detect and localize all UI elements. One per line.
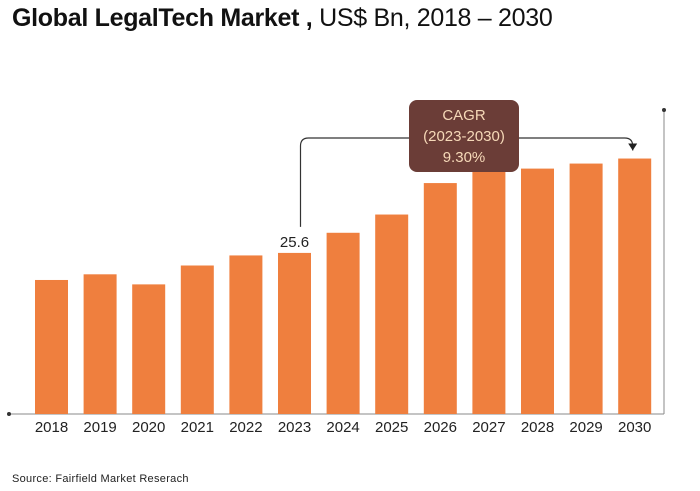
x-tick-label-2029: 2029 xyxy=(569,419,602,436)
data-label-2023: 25.6 xyxy=(280,234,309,251)
x-tick-label-2025: 2025 xyxy=(375,419,408,436)
cagr-box xyxy=(409,100,519,172)
x-tick-label-2030: 2030 xyxy=(618,419,651,436)
bar-2026 xyxy=(423,183,457,414)
axis-end-dot xyxy=(662,108,666,112)
x-tick-label-2018: 2018 xyxy=(35,419,68,436)
cagr-text-line-2: (2023-2030) xyxy=(423,128,505,145)
bar-2030 xyxy=(618,158,652,414)
x-tick-label-2021: 2021 xyxy=(181,419,214,436)
x-tick-label-2028: 2028 xyxy=(521,419,554,436)
x-tick-label-2027: 2027 xyxy=(472,419,505,436)
x-tick-label-2023: 2023 xyxy=(278,419,311,436)
x-tick-label-2019: 2019 xyxy=(83,419,116,436)
x-tick-label-2024: 2024 xyxy=(326,419,359,436)
bar-2018 xyxy=(35,279,68,414)
x-tick-label-2026: 2026 xyxy=(424,419,457,436)
x-tick-label-2020: 2020 xyxy=(132,419,165,436)
x-tick-label-2022: 2022 xyxy=(229,419,262,436)
bar-2022 xyxy=(229,255,263,414)
bar-2019 xyxy=(83,274,117,414)
bar-2023 xyxy=(278,252,311,414)
cagr-text-line-1: CAGR xyxy=(442,107,486,124)
bar-2027 xyxy=(472,169,506,414)
bar-2028 xyxy=(521,168,554,414)
bar-2021 xyxy=(180,265,214,414)
source-note: Source: Fairfield Market Reserach xyxy=(12,473,189,485)
bar-2029 xyxy=(569,163,603,414)
cagr-text-line-3: 9.30% xyxy=(443,149,486,166)
chart-title-units: US$ Bn, 2018 – 2030 xyxy=(312,4,553,32)
chart-title: Global LegalTech Market , US$ Bn, 2018 –… xyxy=(12,4,553,33)
bar-2024 xyxy=(326,232,360,414)
chart-title-bold: Global LegalTech Market , xyxy=(12,4,313,32)
cagr-arrow-head xyxy=(628,143,638,151)
axis-start-dot xyxy=(7,412,11,416)
bar-2025 xyxy=(375,214,409,414)
bar-2020 xyxy=(132,284,166,414)
